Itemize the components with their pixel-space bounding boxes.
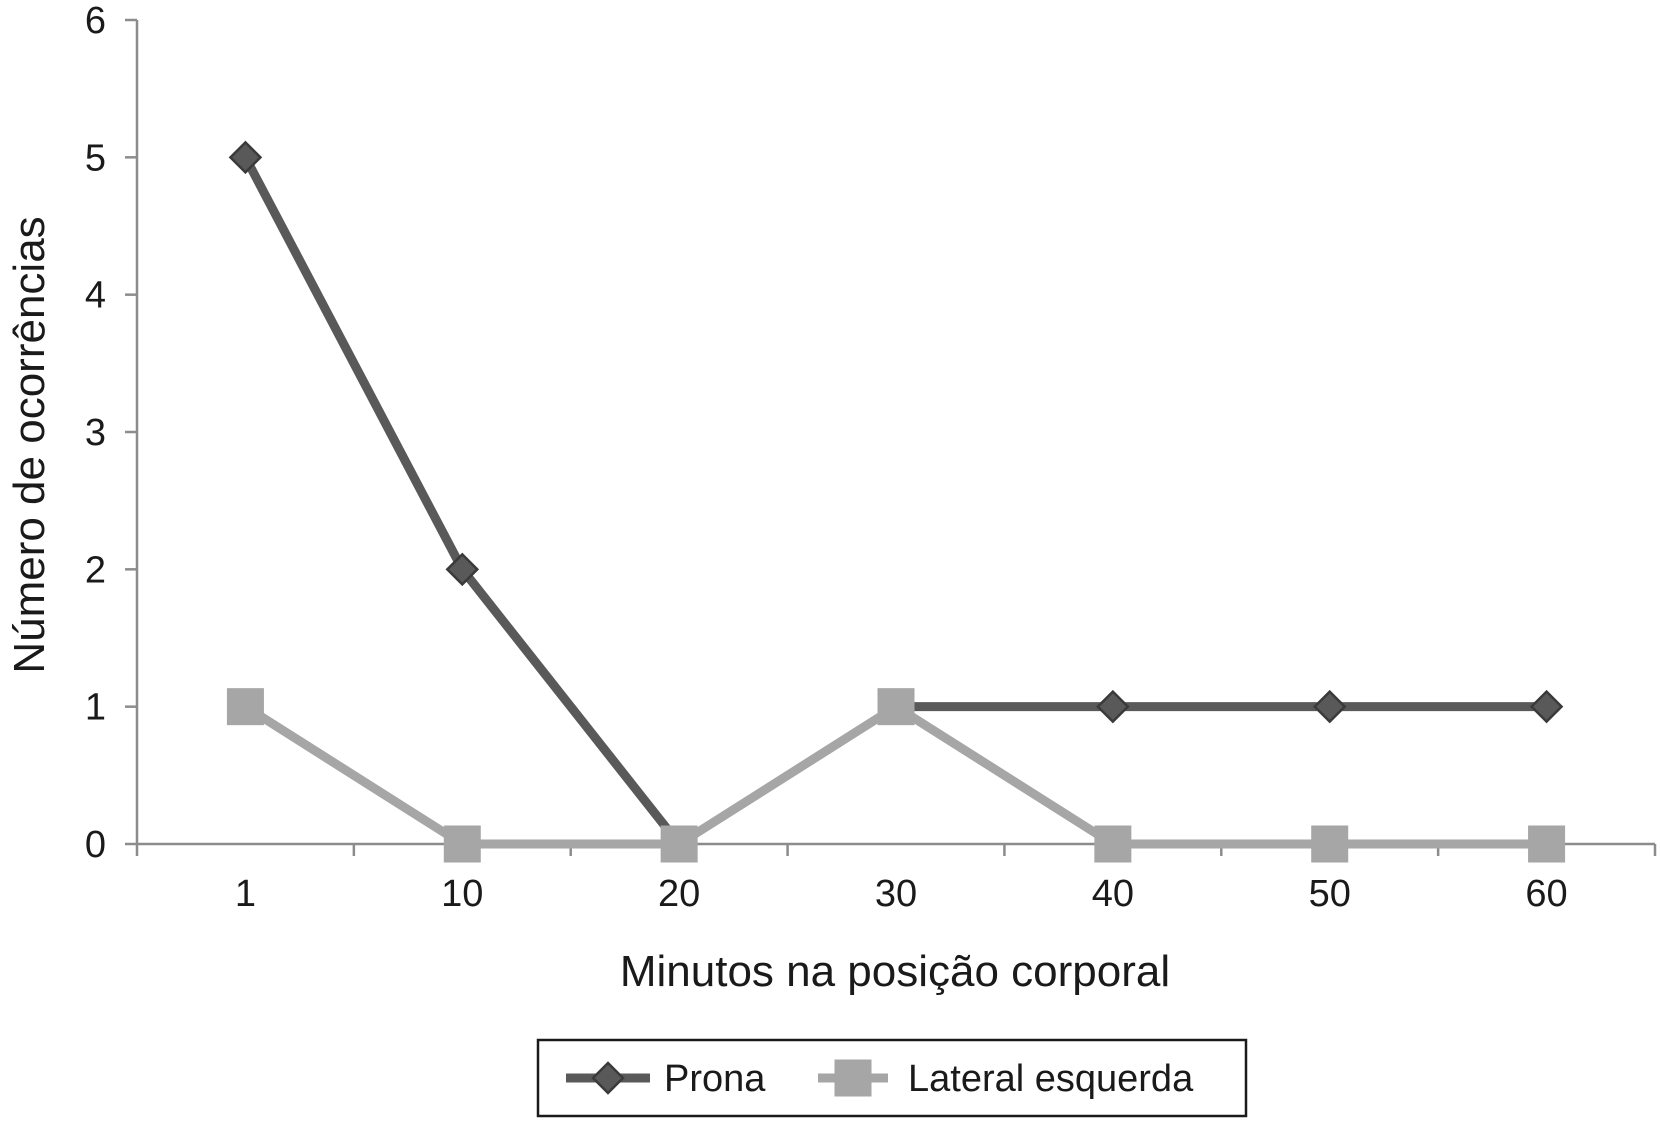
y-axis-title: Número de ocorrências — [5, 216, 54, 673]
y-tick-label: 2 — [85, 549, 106, 591]
data-point — [877, 688, 915, 726]
data-point — [1311, 825, 1349, 863]
y-tick-label: 3 — [85, 412, 106, 454]
series-layer — [226, 140, 1566, 863]
legend: Prona Lateral esquerda — [536, 1038, 1248, 1118]
x-tick-label: 30 — [875, 873, 917, 915]
legend-box — [536, 1038, 1248, 1118]
y-tick-label: 0 — [85, 824, 106, 866]
data-point — [1529, 689, 1564, 724]
data-point — [660, 825, 698, 863]
legend-item: Prona — [566, 1058, 766, 1100]
data-point — [1528, 825, 1566, 863]
y-tick-labels: 0 1 2 3 4 5 6 — [85, 0, 137, 866]
x-axis-title: Minutos na posição corporal — [620, 947, 1170, 996]
series-line — [243, 702, 1547, 849]
legend-marker — [834, 1059, 872, 1097]
series-1 — [226, 688, 1566, 863]
legend-item: Lateral esquerda — [818, 1058, 1194, 1100]
data-point — [1094, 825, 1132, 863]
legend-label: Prona — [664, 1058, 766, 1100]
data-point — [443, 825, 481, 863]
x-tick-label: 50 — [1309, 873, 1351, 915]
legend-label: Lateral esquerda — [908, 1058, 1194, 1100]
x-tick-label: 60 — [1525, 873, 1567, 915]
x-tick-label: 10 — [441, 873, 483, 915]
y-tick-label: 4 — [85, 275, 106, 317]
legend-marker — [591, 1061, 625, 1095]
series-0 — [228, 140, 1564, 861]
series-line — [241, 155, 683, 847]
data-point — [226, 688, 264, 726]
x-tick-label: 40 — [1092, 873, 1134, 915]
y-tick-label: 5 — [85, 137, 106, 179]
data-point — [228, 140, 263, 175]
data-point — [1312, 689, 1347, 724]
x-tick-label: 1 — [235, 873, 256, 915]
x-tick-label: 20 — [658, 873, 700, 915]
y-tick-label: 1 — [85, 687, 106, 729]
data-point — [1096, 689, 1130, 724]
y-tick-label: 6 — [85, 0, 106, 42]
data-point — [445, 552, 480, 587]
x-tick-labels: 1 10 20 30 40 50 60 — [135, 844, 1657, 915]
